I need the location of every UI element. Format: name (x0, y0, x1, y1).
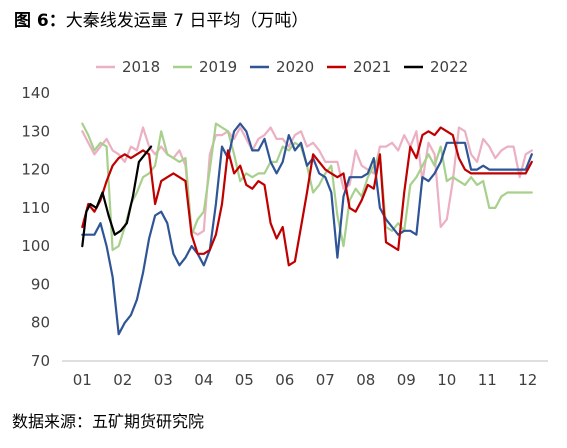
x-tick-label: 05 (235, 371, 254, 389)
x-tick-label: 01 (73, 371, 92, 389)
series-line-2021 (81, 126, 533, 267)
source-note: 数据来源：五矿期货研究院 (12, 412, 205, 431)
x-tick-label: 07 (316, 371, 335, 389)
legend-label-2020: 2020 (276, 58, 314, 76)
y-tick-label: 80 (31, 314, 50, 332)
y-tick-label: 110 (21, 199, 50, 217)
y-tick-label: 90 (31, 275, 50, 293)
x-tick-label: 04 (194, 371, 213, 389)
x-tick-label: 11 (478, 371, 497, 389)
legend-label-2018: 2018 (122, 58, 160, 76)
title-text: 大秦线发运量 7 日平均（万吨） (65, 11, 309, 31)
y-tick-label: 130 (21, 122, 50, 140)
series-line-2022 (81, 145, 153, 248)
x-tick-label: 12 (518, 371, 537, 389)
series-line-2020 (81, 122, 533, 336)
x-tick-label: 03 (154, 371, 173, 389)
x-tick-label: 06 (275, 371, 294, 389)
y-tick-label: 70 (31, 352, 50, 370)
x-tick-label: 02 (113, 371, 132, 389)
line-chart: 70 80 90 100 110 120 130 140 01 02 03 04 05 06 07 08 09 1… (21, 58, 548, 389)
x-tick-label: 08 (356, 371, 375, 389)
x-tick-label: 10 (437, 371, 456, 389)
legend-label-2021: 2021 (353, 58, 391, 76)
y-tick-label: 120 (21, 161, 50, 179)
chart-title: 图 6：大秦线发运量 7 日平均（万吨） (14, 6, 308, 31)
y-tick-label: 100 (21, 237, 50, 255)
legend-label-2019: 2019 (199, 58, 237, 76)
y-tick-label: 140 (21, 84, 50, 102)
figure-number: 图 6： (14, 11, 66, 31)
legend-label-2022: 2022 (430, 58, 468, 76)
x-tick-label: 09 (397, 371, 416, 389)
